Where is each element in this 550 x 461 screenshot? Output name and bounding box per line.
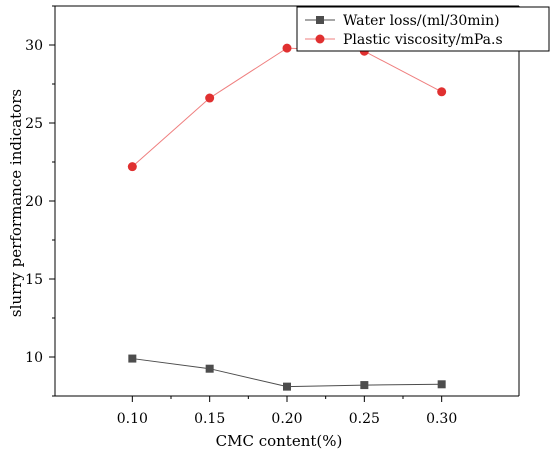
data-point-square — [283, 382, 291, 391]
legend-label: Water loss/(ml/30min) — [343, 13, 500, 29]
legend-box — [296, 6, 550, 52]
legend-marker-circle — [315, 34, 325, 44]
x-tick-label: 0.10 — [117, 411, 148, 427]
x-tick-label: 0.25 — [349, 411, 380, 427]
y-tick-label: 10 — [25, 350, 43, 366]
data-point-circle — [282, 43, 292, 53]
data-point-square — [360, 381, 369, 390]
data-point-circle — [127, 162, 137, 172]
y-tick-label: 25 — [25, 116, 43, 132]
x-tick-label: 0.15 — [194, 411, 225, 427]
x-tick-label: 0.20 — [271, 411, 302, 427]
data-point-circle — [205, 93, 215, 103]
data-point-square — [437, 380, 446, 389]
y-axis-title: slurry performance indicators — [7, 89, 25, 317]
x-tick-label: 0.30 — [426, 411, 457, 427]
y-tick-label: 20 — [25, 194, 43, 210]
x-axis-title: CMC content(%) — [216, 432, 343, 450]
y-tick-label: 30 — [25, 38, 43, 54]
y-tick-label: 15 — [25, 272, 43, 288]
legend-label: Plastic viscosity/mPa.s — [343, 32, 503, 48]
legend-marker-square — [316, 16, 324, 24]
data-point-circle — [437, 87, 447, 97]
data-point-square — [205, 364, 214, 373]
data-point-square — [128, 354, 137, 363]
